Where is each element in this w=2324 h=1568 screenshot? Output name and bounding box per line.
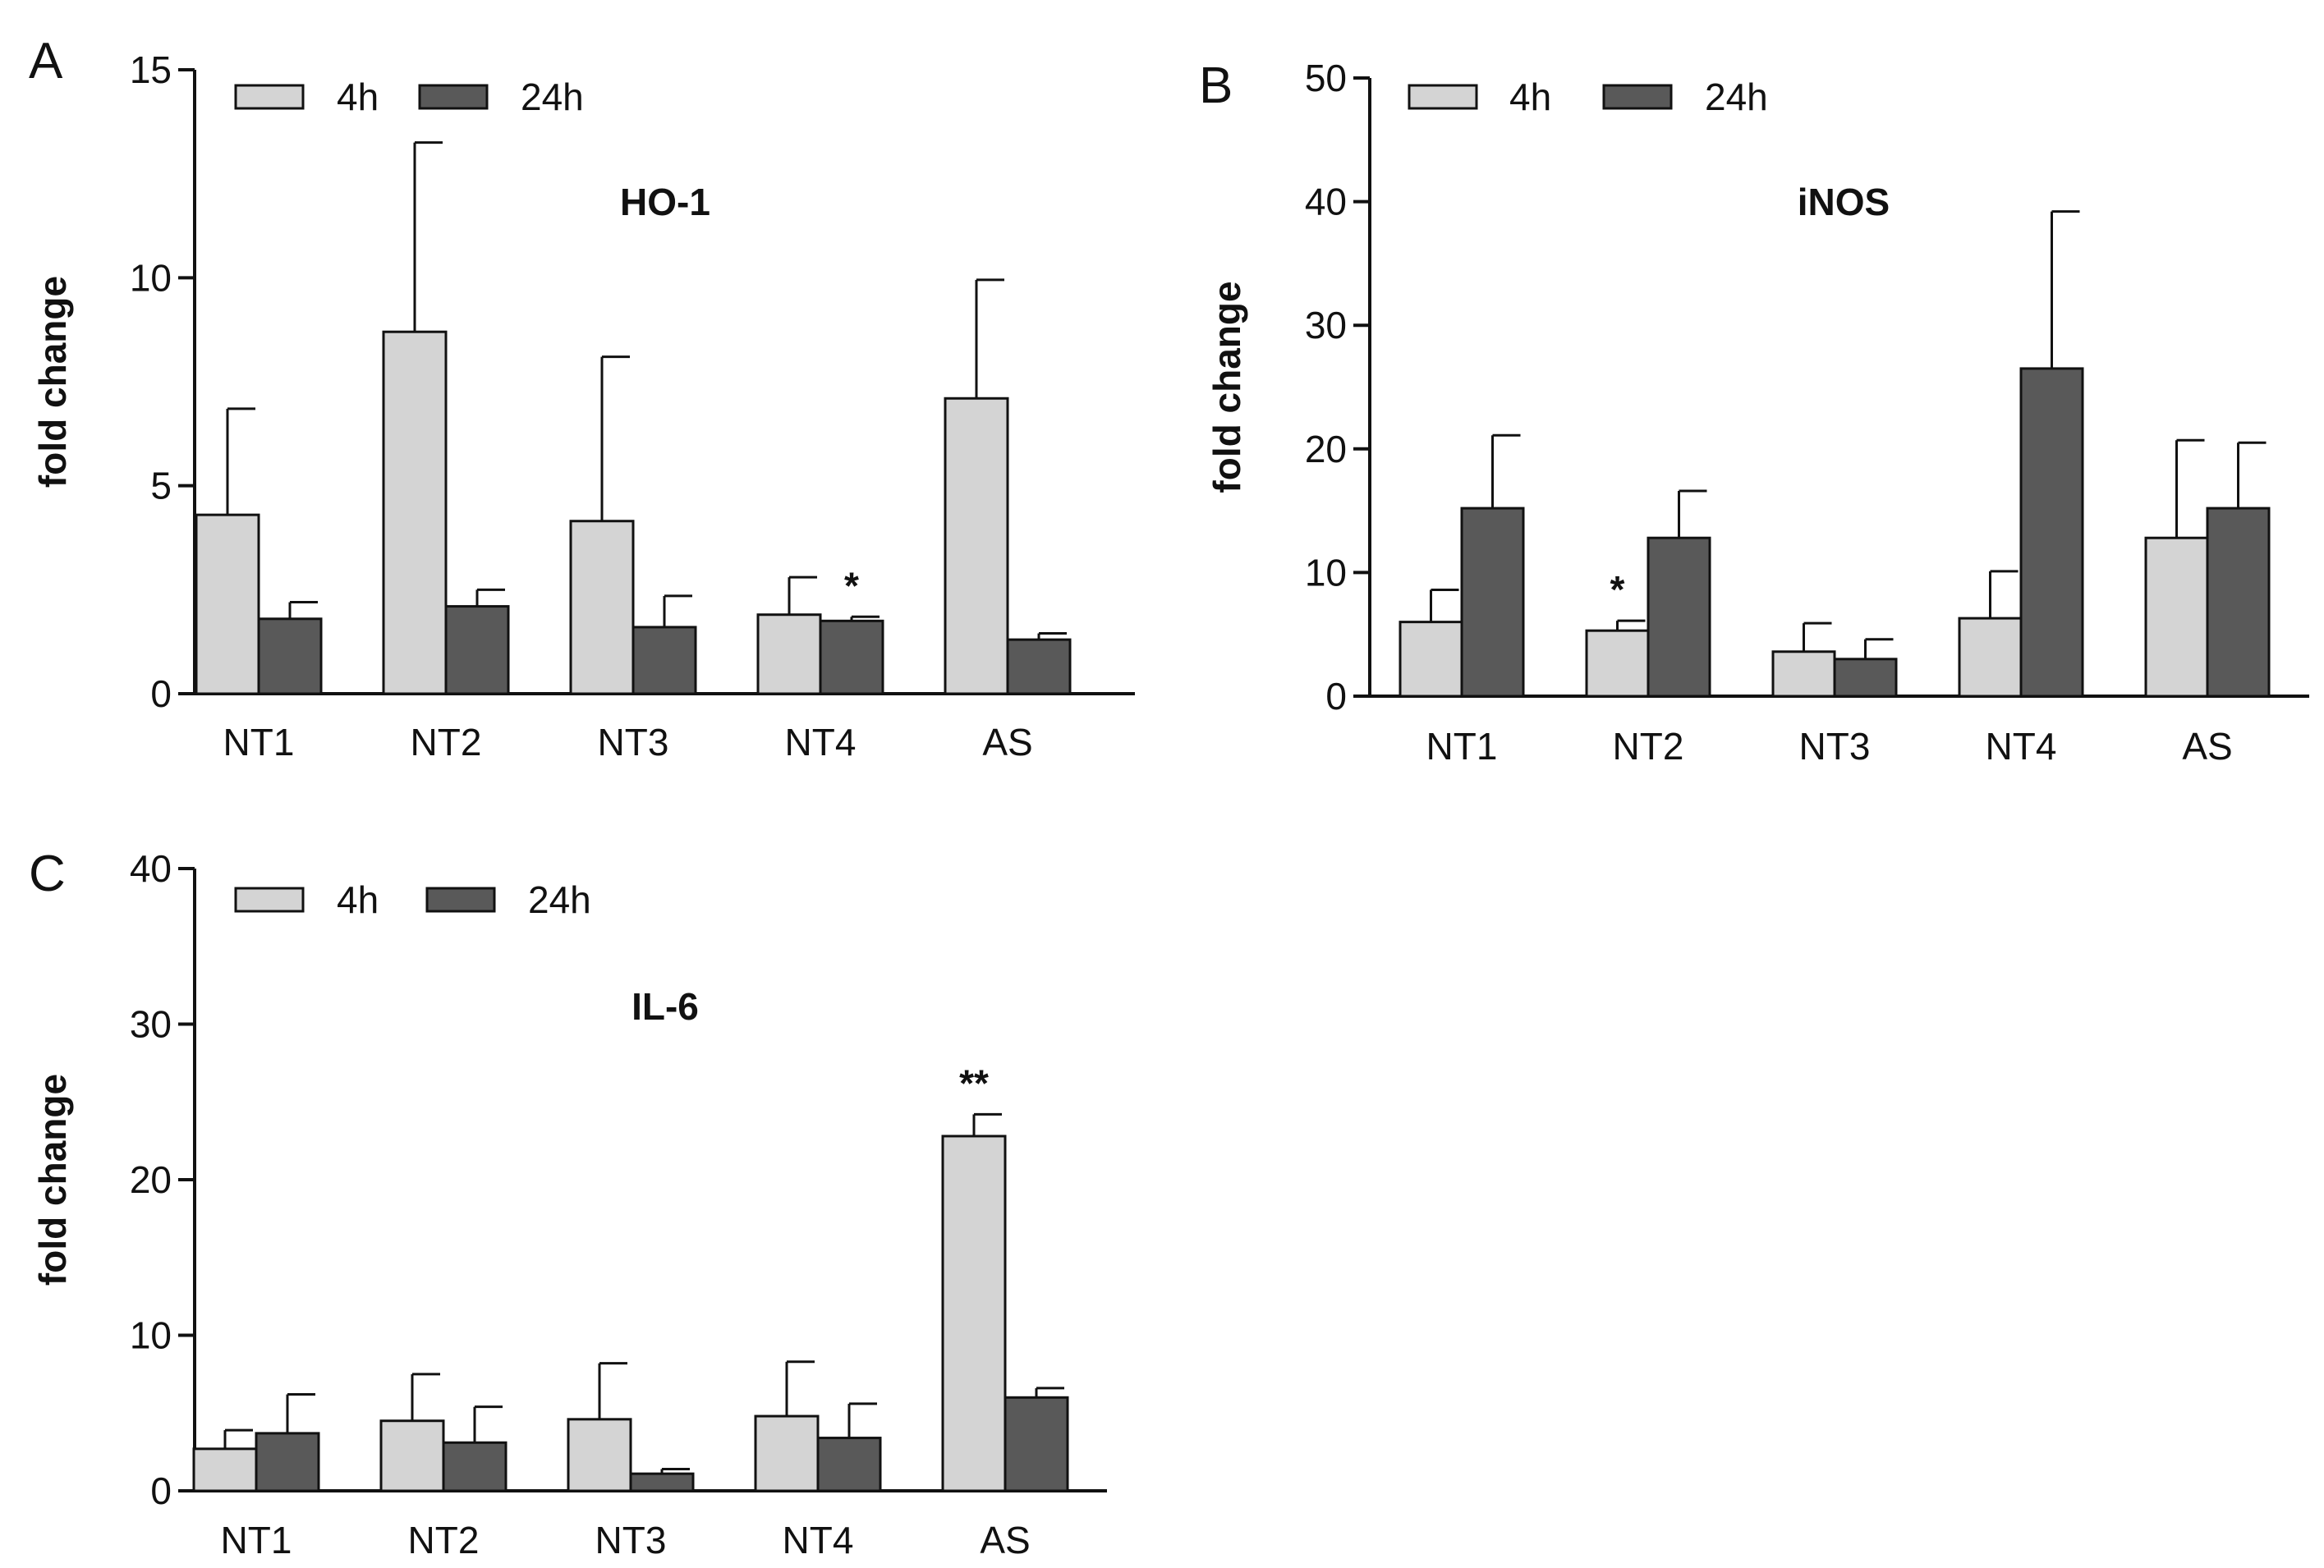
bar-4h-NT3 [1771,650,1836,698]
legend-label-4h: 4h [337,878,379,921]
bar-4h-NT2 [1585,629,1650,698]
y-tick-label: 30 [130,1003,172,1046]
significance-marker: * [844,564,859,607]
legend-label-4h: 4h [1509,76,1551,118]
bar-24h-NT4 [819,619,884,695]
panel-letter: A [29,33,63,89]
bar-4h-AS [941,1135,1007,1492]
y-axis-label: fold change [1206,281,1248,493]
bar-4h-NT3 [567,1418,632,1492]
chart-title: iNOS [1798,181,1890,223]
bar-24h-NT2 [442,1441,508,1492]
legend-label-24h: 24h [521,76,584,118]
bar-4h-NT1 [1399,621,1463,698]
x-tick-label: AS [2182,725,2232,768]
x-tick-label: AS [980,1519,1030,1561]
x-tick-label: NT3 [1799,725,1871,768]
y-tick-label: 15 [130,48,172,91]
legend-label-24h: 24h [1705,76,1768,118]
bar-24h-NT2 [444,605,510,695]
y-axis-label: fold change [31,276,74,488]
y-tick-label: 10 [130,256,172,299]
chart-title: HO-1 [620,181,710,223]
y-tick-label: 20 [130,1158,172,1201]
legend-swatch-24h [1602,84,1673,110]
bar-24h-AS [2206,507,2271,698]
x-tick-label: NT2 [408,1519,480,1561]
bar-4h-NT3 [569,520,635,695]
panel-letter: C [29,846,66,902]
x-tick-label: NT4 [783,1519,854,1561]
x-tick-label: NT1 [221,1519,292,1561]
bar-4h-AS [2144,536,2209,698]
x-tick-label: NT1 [223,721,295,763]
bar-24h-NT4 [816,1437,882,1492]
legend-swatch-24h [418,84,489,110]
bar-24h-NT3 [629,1472,695,1492]
bar-24h-NT1 [255,1432,320,1492]
legend-swatch-4h [234,887,305,913]
bar-24h-NT1 [1460,507,1525,698]
y-tick-label: 10 [1305,551,1347,594]
panel-C: C 0 10 20 30 40 fold change IL-6 4h 24h NT1 NT2 NT3 N… [29,846,1107,1561]
legend-swatch-4h [234,84,305,110]
bar-4h-NT2 [379,1419,445,1492]
y-tick-label: 10 [130,1314,172,1357]
legend-label-24h: 24h [528,878,591,921]
bar-4h-AS [944,397,1009,695]
y-axis-label: fold change [31,1074,74,1286]
bar-24h-NT1 [257,617,323,695]
bar-4h-NT4 [754,1414,820,1492]
bar-24h-AS [1006,638,1072,695]
bar-4h-NT1 [195,513,260,695]
x-tick-label: NT2 [411,721,482,763]
significance-marker: * [1610,568,1625,611]
y-tick-label: 40 [1305,181,1347,223]
bar-4h-NT4 [756,613,822,695]
panel-A: A 0 5 10 15 fold change HO-1 4h 24h NT1 NT2 NT3 NT4 A… [29,33,1135,763]
y-tick-label: 40 [130,847,172,890]
y-tick-label: 0 [150,672,172,715]
y-tick-label: 0 [1325,675,1347,718]
y-tick-label: 0 [150,1469,172,1512]
legend-swatch-4h [1408,84,1478,110]
x-tick-label: NT3 [598,721,669,763]
y-tick-label: 50 [1305,57,1347,99]
bar-24h-NT3 [1833,658,1898,698]
y-tick-label: 20 [1305,428,1347,470]
x-tick-label: NT3 [595,1519,667,1561]
legend-label-4h: 4h [337,76,379,118]
chart-title: IL-6 [632,985,699,1028]
bar-24h-NT2 [1647,536,1711,698]
panel-letter: B [1199,57,1233,114]
x-tick-label: NT2 [1613,725,1684,768]
bar-24h-NT4 [2019,367,2084,698]
x-tick-label: NT1 [1426,725,1498,768]
significance-marker: ** [959,1061,989,1104]
x-tick-label: NT4 [785,721,857,763]
bar-24h-NT3 [632,626,697,695]
x-tick-label: NT4 [1986,725,2057,768]
bar-4h-NT2 [382,330,448,695]
y-tick-label: 30 [1305,304,1347,346]
x-tick-label: AS [982,721,1032,763]
bar-24h-AS [1004,1396,1069,1492]
bar-4h-NT1 [192,1447,258,1492]
panel-B: B 0 10 20 30 40 50 fold change iNOS 4h 24h NT1 NT2 NT… [1199,57,2309,768]
bar-4h-NT4 [1958,617,2023,698]
legend-swatch-24h [425,887,496,913]
y-tick-label: 5 [150,465,172,507]
